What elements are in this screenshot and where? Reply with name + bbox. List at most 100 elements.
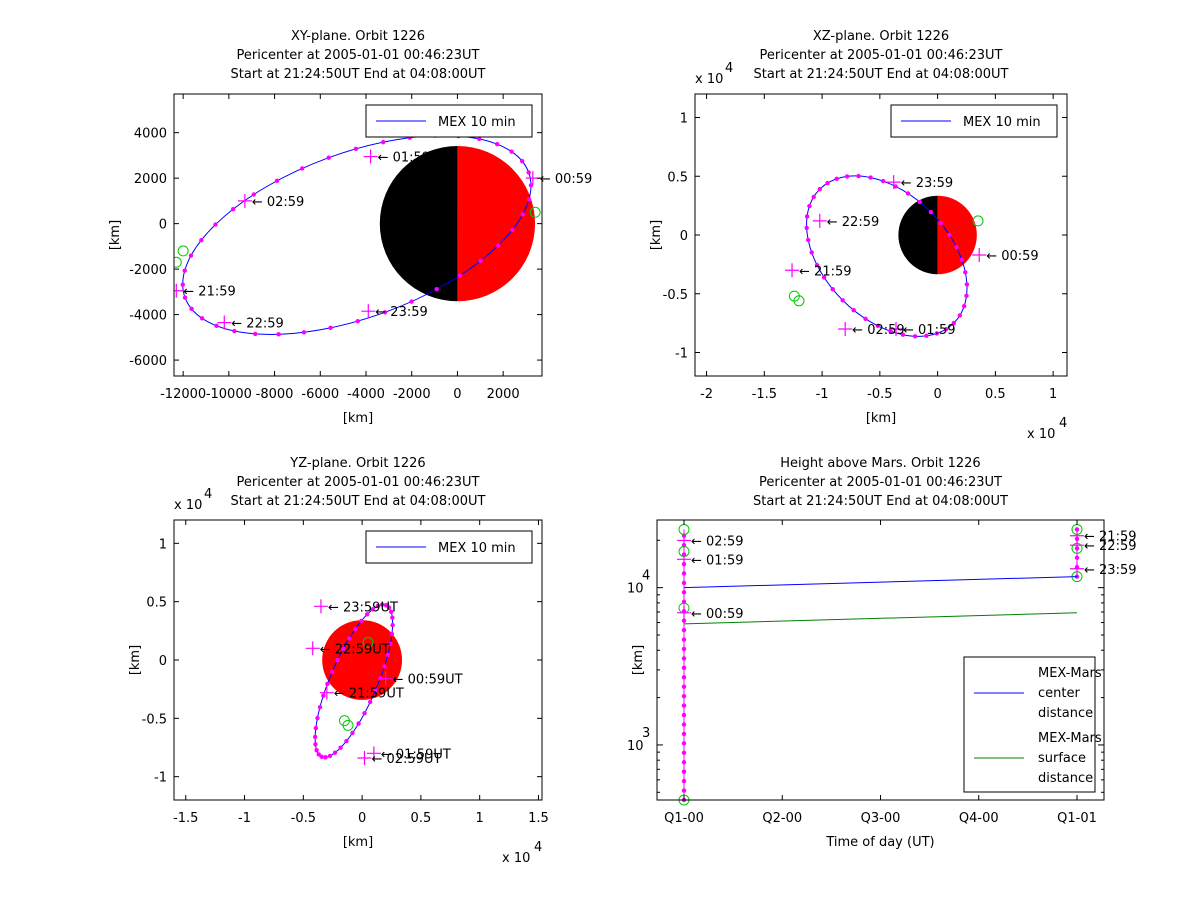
legend-box	[963, 656, 1096, 793]
ten-minute-marker	[434, 287, 439, 292]
x-tick-label: 0	[453, 387, 461, 402]
x-tick-label: -10000	[206, 387, 252, 402]
ten-minute-marker	[924, 333, 929, 339]
ten-minute-marker	[681, 637, 687, 642]
ten-minute-marker	[510, 227, 515, 233]
event-circle-marker	[362, 637, 374, 648]
ten-minute-marker	[326, 155, 331, 160]
ten-minute-marker	[681, 646, 687, 652]
hour-label: ← 02:59	[691, 534, 744, 549]
legend-box	[365, 104, 533, 138]
ten-minute-marker	[301, 330, 307, 335]
hour-label: ← 01:59UT	[381, 747, 451, 762]
ten-minute-marker	[276, 332, 281, 337]
hour-label: ← 23:59	[375, 305, 428, 320]
x-tick-label: -12000	[160, 387, 206, 402]
hour-marker	[237, 193, 252, 208]
ten-minute-marker	[319, 754, 324, 759]
ten-minute-marker	[383, 603, 389, 608]
legend-label: MEX 10 min	[438, 115, 516, 130]
ten-minute-marker	[385, 652, 390, 657]
ten-minute-marker	[880, 178, 886, 184]
event-circle-marker	[174, 256, 182, 268]
ten-minute-marker	[681, 722, 687, 727]
event-circle-marker	[177, 245, 189, 257]
hour-label: ← 01:59	[903, 323, 956, 338]
ten-minute-marker	[299, 166, 305, 171]
ten-minute-marker	[681, 693, 687, 699]
ten-minute-marker	[900, 332, 906, 337]
ten-minute-marker	[821, 275, 827, 280]
ten-minute-marker	[353, 626, 358, 632]
ten-minute-marker	[182, 268, 187, 273]
axes-frame	[173, 93, 543, 377]
chart-title-line: XZ-plane. Orbit 1226	[813, 29, 949, 44]
ten-minute-marker	[681, 760, 687, 765]
hour-label: ← 22:59	[1084, 539, 1137, 554]
ten-minute-marker	[364, 612, 370, 617]
ten-minute-marker	[526, 197, 532, 202]
ten-minute-marker	[388, 641, 393, 647]
chart-title-line: Pericenter at 2005-01-01 00:46:23UT	[236, 48, 479, 63]
x-tick-label: 1.5	[528, 811, 549, 826]
x-tick-label: -1	[238, 811, 251, 826]
x-tick-label: Q1-00	[664, 811, 704, 826]
ten-minute-marker	[888, 329, 893, 334]
x-tick-label: -4000	[347, 387, 385, 402]
y-exponent-power: 4	[204, 487, 212, 502]
hour-marker	[378, 671, 393, 686]
legend-label: MEX 10 min	[438, 541, 516, 556]
y-tick-label: -1	[154, 771, 167, 786]
ten-minute-marker	[681, 731, 687, 737]
ten-minute-marker	[330, 669, 335, 675]
ten-minute-marker	[905, 191, 911, 196]
ten-minute-marker	[251, 192, 256, 197]
hour-label: ← 21:59	[1084, 530, 1137, 545]
ten-minute-marker	[528, 183, 534, 188]
hour-marker	[357, 751, 372, 765]
x-exponent-label: x 10	[1027, 427, 1055, 442]
plot-area	[305, 599, 403, 765]
y-tick-label: 0	[159, 654, 167, 669]
ten-minute-marker	[346, 636, 352, 641]
ten-minute-marker	[230, 207, 236, 212]
hour-marker	[838, 322, 853, 336]
mars-dayside	[937, 195, 977, 275]
x-tick-label: -2	[700, 387, 713, 402]
y-axis-label: [km]	[108, 220, 123, 250]
hour-label: ← 21:59	[183, 285, 236, 300]
x-exponent-power: 4	[534, 840, 542, 855]
chart-title-line: Height above Mars. Orbit 1226	[780, 456, 980, 471]
ten-minute-marker	[825, 180, 830, 186]
hour-label: ← 22:59UT	[320, 642, 390, 657]
ten-minute-marker	[344, 738, 349, 744]
mars-nightside	[379, 146, 458, 302]
ten-minute-marker	[681, 675, 687, 680]
ten-minute-marker	[681, 703, 687, 708]
ten-minute-marker	[386, 605, 392, 610]
x-tick-label: 1	[1049, 387, 1057, 402]
ten-minute-marker	[947, 232, 952, 238]
mars-disk	[322, 620, 403, 700]
ten-minute-marker	[253, 331, 258, 337]
ten-minute-marker	[934, 331, 940, 336]
ten-minute-marker	[359, 618, 364, 624]
legend-label: MEX-Mars	[1038, 666, 1102, 681]
hour-label: ← 23:59	[1084, 563, 1137, 578]
x-tick-label: 0.5	[411, 811, 432, 826]
ten-minute-marker	[341, 646, 346, 652]
chart-panel-xz: XZ-plane. Orbit 1226 Pericenter at 2005-0…	[649, 29, 1068, 442]
hour-marker	[363, 149, 378, 164]
ten-minute-marker	[368, 699, 373, 705]
ten-minute-marker	[389, 631, 395, 637]
hour-label: ← 01:59	[691, 553, 744, 568]
y-tick-label: -4000	[129, 309, 167, 324]
ten-minute-marker	[681, 769, 687, 774]
ten-minute-marker	[964, 282, 970, 287]
ten-minute-marker	[807, 203, 812, 209]
ten-minute-marker	[380, 139, 386, 145]
ten-minute-marker	[328, 325, 333, 331]
ten-minute-marker	[938, 220, 944, 226]
ten-minute-marker	[681, 712, 687, 718]
ten-minute-marker	[409, 299, 414, 304]
